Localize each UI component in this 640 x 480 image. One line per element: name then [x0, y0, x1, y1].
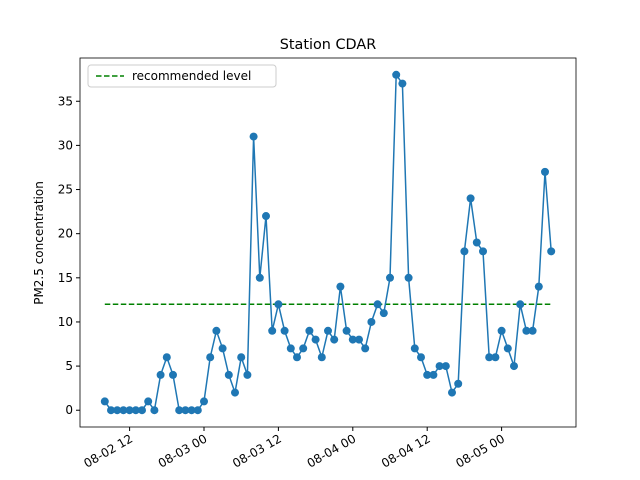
- data-point: [268, 326, 277, 335]
- legend-box: [87, 64, 277, 88]
- data-point: [212, 326, 221, 335]
- data-point: [107, 406, 115, 415]
- data-point: [398, 79, 407, 88]
- data-point: [534, 282, 543, 291]
- data-point: [286, 344, 295, 353]
- data-point: [379, 309, 388, 318]
- data-point: [435, 362, 444, 371]
- data-point: [491, 353, 500, 362]
- data-point: [367, 317, 376, 326]
- data-point: [361, 344, 370, 353]
- data-point: [181, 406, 190, 415]
- data-point: [249, 132, 258, 141]
- data-point: [305, 326, 314, 335]
- data-point: [169, 370, 177, 379]
- data-point: [429, 370, 438, 379]
- data-point: [441, 362, 450, 371]
- y-axis-label: PM2.5 concentration: [32, 181, 46, 305]
- data-point: [156, 370, 165, 379]
- data-point: [150, 406, 159, 415]
- data-point: [193, 406, 202, 415]
- data-point: [175, 406, 184, 415]
- y-tick-label: 5: [65, 359, 73, 373]
- data-point: [510, 362, 518, 371]
- data-point: [392, 70, 401, 79]
- data-point: [119, 406, 128, 415]
- data-point: [138, 406, 146, 415]
- data-point: [528, 326, 537, 335]
- y-tick-label: 10: [58, 315, 73, 329]
- data-point: [293, 353, 301, 362]
- data-point: [404, 273, 413, 282]
- y-tick-label: 25: [58, 183, 73, 197]
- data-point: [472, 238, 481, 247]
- data-point: [330, 335, 339, 344]
- data-point: [454, 379, 463, 388]
- data-point: [324, 326, 332, 335]
- data-point: [113, 406, 122, 415]
- plot-frame: [79, 57, 577, 428]
- y-tick-label: 35: [58, 94, 73, 108]
- data-point: [355, 335, 363, 344]
- data-point: [386, 273, 394, 282]
- y-tick-label: 15: [58, 271, 73, 285]
- data-point: [144, 397, 153, 406]
- y-tick-label: 0: [65, 403, 73, 417]
- chart-title: Station CDAR: [280, 37, 376, 53]
- data-point: [423, 370, 432, 379]
- data-point: [503, 344, 512, 353]
- data-point: [522, 326, 531, 335]
- data-point: [417, 353, 425, 362]
- data-point: [218, 344, 227, 353]
- data-point: [187, 406, 196, 415]
- data-point: [100, 397, 109, 406]
- data-point: [274, 300, 283, 309]
- data-point: [200, 397, 208, 406]
- data-point: [448, 388, 456, 397]
- data-point: [237, 353, 246, 362]
- data-point: [342, 326, 351, 335]
- y-tick-label: 30: [58, 138, 73, 152]
- data-point: [479, 247, 487, 256]
- data-point: [299, 344, 308, 353]
- data-point: [373, 300, 382, 309]
- data-point: [125, 406, 134, 415]
- data-point: [485, 353, 494, 362]
- data-point: [224, 370, 233, 379]
- y-tick-label: 20: [58, 227, 73, 241]
- data-point: [336, 282, 345, 291]
- data-point: [131, 406, 140, 415]
- data-point: [206, 353, 215, 362]
- data-point: [280, 326, 289, 335]
- data-point: [348, 335, 357, 344]
- legend-label: recommended level: [132, 69, 251, 83]
- data-point: [410, 344, 419, 353]
- data-point: [541, 167, 549, 176]
- data-point: [311, 335, 320, 344]
- data-point: [255, 273, 264, 282]
- data-point: [262, 212, 270, 221]
- data-point: [243, 370, 252, 379]
- data-point: [317, 353, 326, 362]
- data-point: [466, 194, 475, 203]
- data-point: [497, 326, 506, 335]
- data-point: [162, 353, 171, 362]
- data-point: [516, 300, 525, 309]
- data-point: [547, 247, 556, 256]
- data-point: [460, 247, 469, 256]
- data-point: [231, 388, 239, 397]
